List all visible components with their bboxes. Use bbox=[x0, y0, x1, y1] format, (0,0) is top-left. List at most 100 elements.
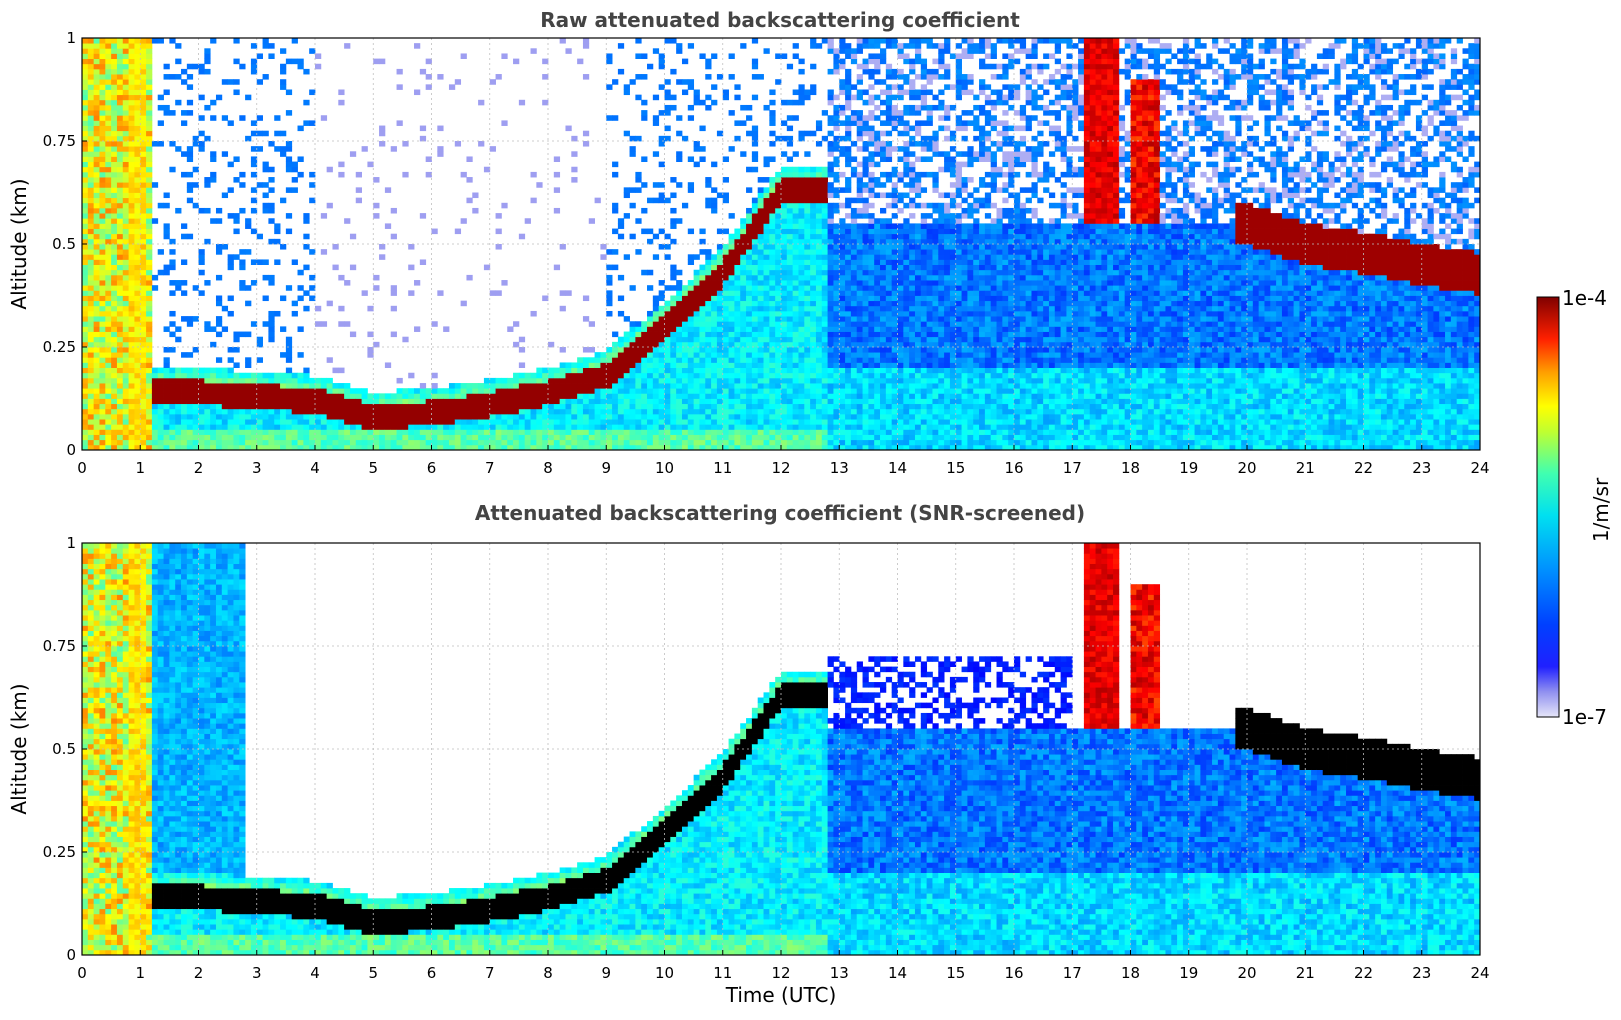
heatmap-cell bbox=[845, 269, 852, 276]
heatmap-cell bbox=[664, 89, 671, 96]
heatmap-cell bbox=[186, 63, 194, 70]
heatmap-cell bbox=[530, 310, 537, 317]
heatmap-cell bbox=[757, 331, 764, 338]
heatmap-cell bbox=[186, 372, 194, 379]
heatmap-cell bbox=[845, 321, 852, 327]
heatmap-cell bbox=[728, 413, 735, 420]
heatmap-cell bbox=[676, 372, 683, 379]
heatmap-cell bbox=[151, 285, 159, 291]
heatmap-cell bbox=[134, 274, 141, 281]
heatmap-cell bbox=[850, 254, 858, 260]
heatmap-cell bbox=[111, 171, 118, 178]
heatmap-cell bbox=[839, 352, 846, 358]
heatmap-cell bbox=[670, 177, 677, 183]
heatmap-cell bbox=[227, 398, 234, 405]
heatmap-cell bbox=[786, 310, 794, 317]
heatmap-cell bbox=[181, 280, 188, 286]
heatmap-cell bbox=[163, 413, 170, 420]
heatmap-cell bbox=[757, 321, 764, 327]
heatmap-cell bbox=[111, 233, 118, 240]
heatmap-cell bbox=[571, 362, 578, 368]
heatmap-cell bbox=[99, 94, 106, 101]
heatmap-cell bbox=[93, 207, 100, 214]
heatmap-cell bbox=[105, 419, 112, 425]
heatmap-cell bbox=[367, 393, 374, 399]
heatmap-cell bbox=[711, 197, 718, 204]
heatmap-cell bbox=[478, 383, 485, 389]
heatmap-cell bbox=[827, 115, 834, 121]
heatmap-cell bbox=[111, 151, 118, 157]
heatmap-cell bbox=[751, 321, 759, 327]
heatmap-cell bbox=[215, 408, 223, 415]
heatmap-cell bbox=[792, 393, 799, 399]
heatmap-cell bbox=[716, 408, 724, 415]
heatmap-cell bbox=[862, 38, 869, 44]
heatmap-cell bbox=[215, 444, 223, 451]
heatmap-cell bbox=[827, 94, 834, 101]
heatmap-cell bbox=[186, 99, 194, 106]
heatmap-cell bbox=[414, 388, 421, 394]
heatmap-cell bbox=[181, 413, 188, 420]
heatmap-cell bbox=[116, 141, 124, 147]
heatmap-cell bbox=[116, 305, 124, 312]
heatmap-cell bbox=[227, 120, 234, 126]
heatmap-cell bbox=[850, 280, 858, 286]
heatmap-cell bbox=[82, 79, 89, 85]
heatmap-cell bbox=[868, 115, 875, 121]
heatmap-cell bbox=[775, 367, 782, 374]
heatmap-cell bbox=[641, 377, 648, 384]
heatmap-cell bbox=[262, 182, 269, 188]
heatmap-cell bbox=[670, 444, 677, 451]
heatmap-cell bbox=[775, 383, 782, 389]
heatmap-cell bbox=[146, 300, 153, 307]
heatmap-cell bbox=[821, 377, 828, 384]
heatmap-cell bbox=[349, 434, 357, 441]
heatmap-cell bbox=[536, 434, 543, 441]
heatmap-cell bbox=[122, 161, 130, 168]
heatmap-cell bbox=[146, 238, 153, 245]
heatmap-cell bbox=[140, 125, 147, 132]
heatmap-cell bbox=[623, 89, 630, 96]
heatmap-cell bbox=[402, 424, 409, 430]
heatmap-cell bbox=[128, 156, 135, 162]
heatmap-cell bbox=[262, 130, 269, 137]
heatmap-cell bbox=[256, 357, 263, 363]
heatmap-cell bbox=[122, 43, 130, 49]
heatmap-cell bbox=[93, 300, 100, 307]
heatmap-cell bbox=[250, 429, 258, 435]
heatmap-cell bbox=[606, 367, 613, 374]
heatmap-cell bbox=[315, 305, 322, 312]
heatmap-cell bbox=[425, 408, 432, 415]
heatmap-cell bbox=[670, 264, 677, 271]
heatmap-cell bbox=[676, 295, 683, 302]
heatmap-cell bbox=[792, 347, 799, 353]
heatmap-cell bbox=[705, 347, 712, 353]
heatmap-cell bbox=[332, 408, 339, 415]
heatmap-cell bbox=[868, 352, 875, 358]
heatmap-cell bbox=[652, 424, 660, 430]
heatmap-cell bbox=[116, 166, 124, 173]
heatmap-cell bbox=[577, 408, 584, 415]
heatmap-cell bbox=[367, 424, 374, 430]
heatmap-cell bbox=[594, 424, 601, 430]
heatmap-cell bbox=[315, 388, 322, 394]
heatmap-cell bbox=[87, 403, 95, 410]
heatmap-cell bbox=[134, 310, 141, 317]
heatmap-cell bbox=[845, 290, 852, 296]
heatmap-cell bbox=[303, 218, 310, 224]
heatmap-cell bbox=[309, 197, 316, 204]
heatmap-cell bbox=[594, 393, 601, 399]
heatmap-cell bbox=[687, 352, 695, 358]
heatmap-cell bbox=[105, 372, 112, 379]
heatmap-cell bbox=[652, 444, 660, 451]
heatmap-cell bbox=[140, 341, 147, 348]
heatmap-cell bbox=[483, 398, 491, 405]
heatmap-cell bbox=[874, 419, 881, 425]
heatmap-cell bbox=[111, 238, 118, 245]
heatmap-cell bbox=[111, 130, 118, 137]
heatmap-cell bbox=[513, 429, 520, 435]
heatmap-cell bbox=[623, 424, 630, 430]
heatmap-cell bbox=[751, 434, 759, 441]
heatmap-cell bbox=[868, 249, 875, 255]
heatmap-cell bbox=[792, 295, 799, 302]
